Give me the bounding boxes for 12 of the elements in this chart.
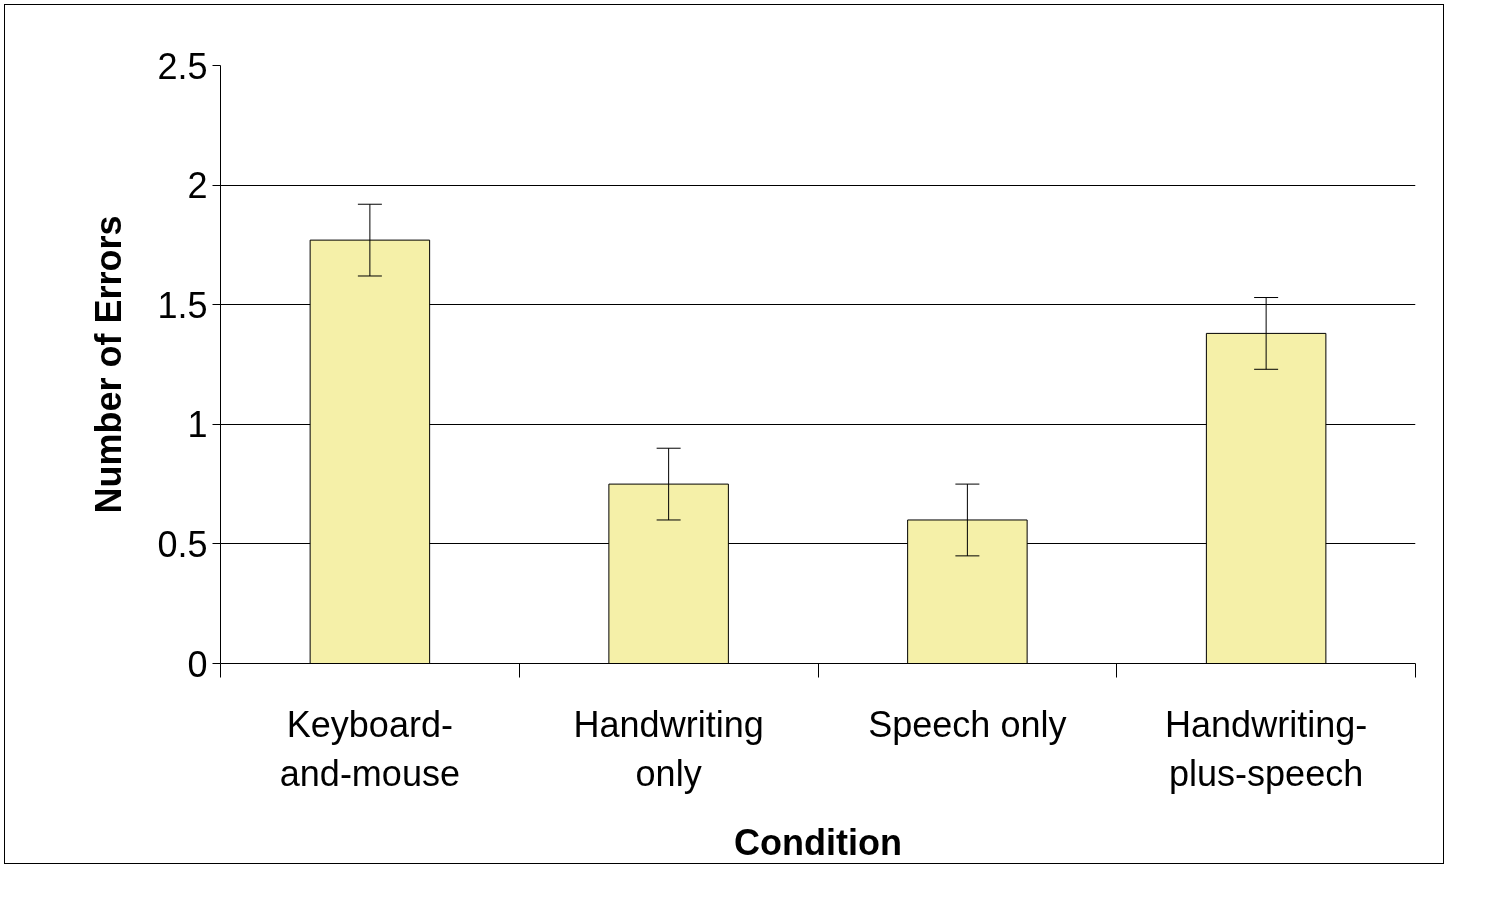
x-tick-label: Speech only [868,703,1067,745]
y-tick-label: 0.5 [157,523,208,565]
x-tick-label: Keyboard-and-mouse [279,703,460,794]
x-tick-label: Handwriting-plus-speech [1165,703,1368,794]
y-tick-label: 1 [187,404,208,446]
x-axis-title: Condition [734,821,902,863]
y-tick-label: 2.5 [157,45,208,87]
y-tick-label: 0 [187,643,208,685]
y-tick-label: 1.5 [157,284,208,326]
y-tick-label: 2 [187,165,208,207]
x-tick-label: Handwriting only [573,703,764,794]
y-axis-title: Number of Errors [88,215,130,514]
